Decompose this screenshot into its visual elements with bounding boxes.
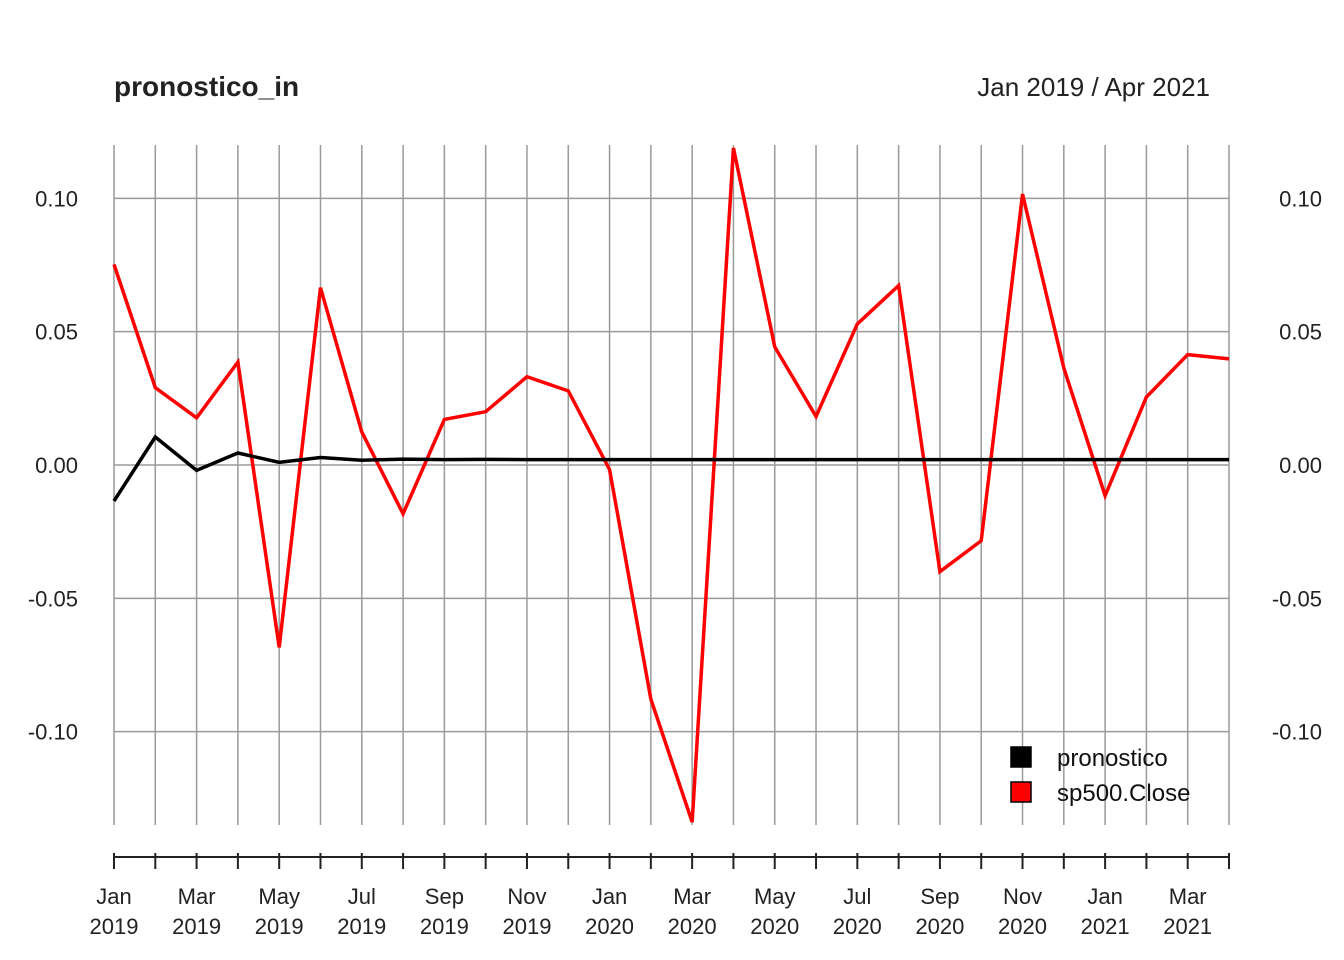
x-tick-label-year: 2020: [750, 914, 799, 939]
y-tick-label-left: -0.05: [28, 586, 78, 611]
x-tick-label-month: Jan: [96, 884, 131, 909]
x-tick-label-month: Nov: [1003, 884, 1042, 909]
x-tick-label-year: 2021: [1081, 914, 1130, 939]
x-tick-label-month: May: [258, 884, 300, 909]
y-tick-label-right: 0.00: [1279, 453, 1322, 478]
x-tick-label-month: Mar: [178, 884, 216, 909]
x-tick-label-month: Sep: [425, 884, 464, 909]
chart-title: pronostico_in: [114, 71, 299, 102]
x-tick-label-year: 2020: [833, 914, 882, 939]
x-tick-label-month: Sep: [920, 884, 959, 909]
x-tick-label-year: 2019: [420, 914, 469, 939]
x-axis: Jan 2019 Mar 2019 May 2019 Jul 2019 Sep 2019 Nov 20…: [90, 853, 1230, 939]
legend: pronostico sp500.Close: [1010, 745, 1190, 807]
y-tick-label-left: 0.10: [35, 186, 78, 211]
x-tick-label-year: 2021: [1163, 914, 1212, 939]
y-tick-label-right: -0.05: [1272, 586, 1322, 611]
x-tick-label-month: Jan: [592, 884, 627, 909]
series-lines: [112, 147, 1230, 823]
legend-label: pronostico: [1057, 745, 1168, 772]
date-range-label: Jan 2019 / Apr 2021: [977, 72, 1210, 102]
y-tick-label-left: -0.10: [28, 720, 78, 745]
x-tick-label-year: 2020: [585, 914, 634, 939]
x-tick-label-year: 2019: [255, 914, 304, 939]
y-axis-right: 0.10 0.05 0.00 -0.05 -0.10: [1272, 186, 1322, 744]
x-tick-label-month: Jan: [1087, 884, 1122, 909]
x-tick-label-month: Jul: [843, 884, 871, 909]
x-tick-label-month: Nov: [507, 884, 546, 909]
series-line-sp500-close: [112, 147, 1230, 823]
x-tick-label-month: Mar: [673, 884, 711, 909]
x-tick-label-year: 2019: [502, 914, 551, 939]
x-tick-label-year: 2019: [337, 914, 386, 939]
x-tick-label-year: 2020: [668, 914, 717, 939]
legend-swatch: [1010, 746, 1032, 768]
vertical-gridlines: [113, 145, 1230, 825]
horizontal-gridlines: [114, 197, 1229, 733]
x-tick-label-month: May: [754, 884, 796, 909]
x-tick-label-year: 2019: [90, 914, 139, 939]
x-tick-label-year: 2020: [915, 914, 964, 939]
x-tick-label-month: Jul: [348, 884, 376, 909]
y-tick-label-right: 0.05: [1279, 320, 1322, 345]
series-line-pronostico: [112, 434, 1229, 502]
y-tick-label-right: -0.10: [1272, 720, 1322, 745]
y-tick-label-right: 0.10: [1279, 186, 1322, 211]
y-tick-label-left: 0.00: [35, 453, 78, 478]
y-axis-left: 0.10 0.05 0.00 -0.05 -0.10: [28, 186, 78, 744]
x-tick-label-year: 2019: [172, 914, 221, 939]
y-tick-label-left: 0.05: [35, 320, 78, 345]
legend-swatch: [1010, 781, 1032, 803]
legend-label: sp500.Close: [1057, 780, 1190, 807]
x-tick-label-month: Mar: [1169, 884, 1207, 909]
x-tick-label-year: 2020: [998, 914, 1047, 939]
